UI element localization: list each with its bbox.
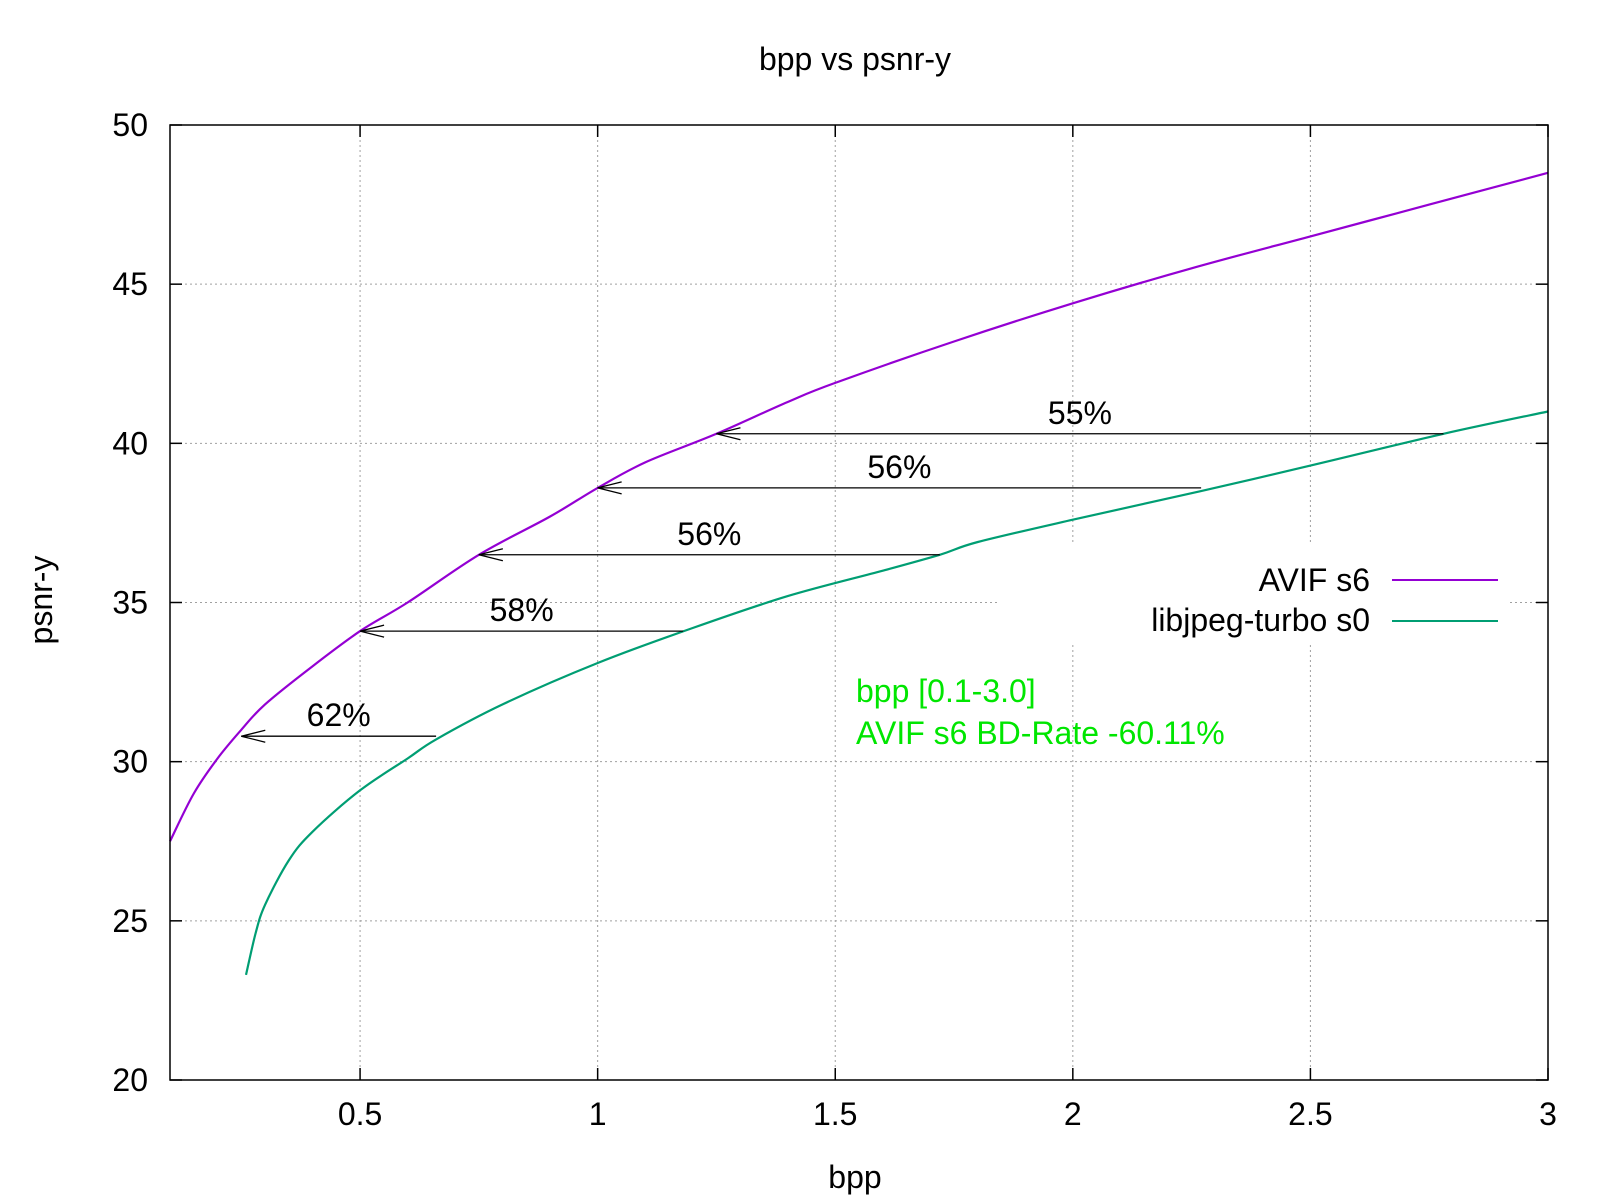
x-tick-label: 2 — [1064, 1096, 1082, 1132]
y-tick-label: 45 — [112, 266, 148, 302]
annotation-percent-label: 58% — [490, 592, 554, 628]
y-axis-title: psnr-y — [23, 556, 59, 645]
annotation-percent-label: 55% — [1048, 395, 1112, 431]
annotation-arrow-head — [716, 427, 741, 441]
annotation-percent-label: 56% — [867, 449, 931, 485]
legend-background — [998, 545, 1508, 645]
x-tick-label: 0.5 — [338, 1096, 382, 1132]
y-tick-label: 40 — [112, 425, 148, 461]
y-tick-label: 30 — [112, 744, 148, 780]
x-tick-label: 1 — [589, 1096, 607, 1132]
grid-lines — [170, 125, 1548, 1080]
axis-ticks — [170, 124, 1549, 1081]
series-lines — [169, 171, 1549, 976]
note-bpp-range: bpp [0.1-3.0] — [856, 673, 1036, 709]
series-line-avif — [169, 171, 1549, 842]
legend-label-libjpeg: libjpeg-turbo s0 — [1151, 602, 1370, 638]
tick-labels: 0.5 1 1.5 2 2.5 3 20 25 30 35 40 45 50 — [112, 107, 1556, 1132]
y-tick-label: 25 — [112, 903, 148, 939]
percentage-annotations: 55% 56% 56% 58% 62% — [241, 395, 1444, 743]
x-axis-title: bpp — [828, 1159, 881, 1195]
note-bd-rate: AVIF s6 BD-Rate -60.11% — [856, 715, 1225, 751]
y-tick-label: 50 — [112, 107, 148, 143]
y-tick-label: 35 — [112, 585, 148, 621]
annotation-percent-label: 62% — [307, 697, 371, 733]
annotation-percent-label: 56% — [677, 516, 741, 552]
legend: AVIF s6 libjpeg-turbo s0 — [998, 545, 1508, 645]
x-tick-label: 2.5 — [1288, 1096, 1332, 1132]
legend-label-avif: AVIF s6 — [1259, 562, 1370, 598]
y-tick-label: 20 — [112, 1062, 148, 1098]
chart-title: bpp vs psnr-y — [759, 41, 951, 77]
annotation-arrow-head — [241, 729, 266, 743]
x-tick-label: 3 — [1539, 1096, 1557, 1132]
annotation-arrow-head — [359, 624, 385, 638]
series-line-libjpeg — [244, 410, 1549, 976]
x-tick-label: 1.5 — [813, 1096, 857, 1132]
bd-rate-notes: bpp [0.1-3.0] AVIF s6 BD-Rate -60.11% — [856, 673, 1225, 751]
annotation-arrow-head — [597, 481, 622, 495]
annotation-arrow-head — [478, 548, 504, 562]
